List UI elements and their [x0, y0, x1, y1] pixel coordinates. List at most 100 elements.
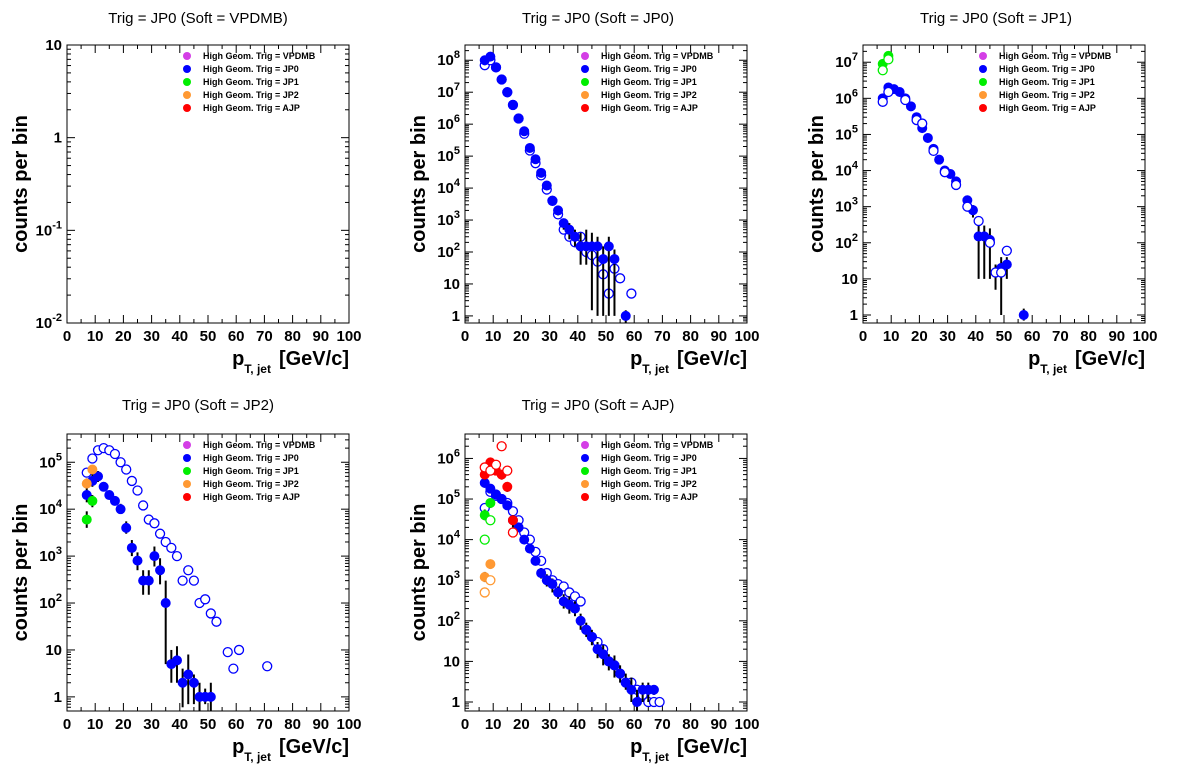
y-tick-label: 1: [452, 308, 460, 325]
data-point-open-AJP: [507, 527, 519, 538]
y-tick-exponent: 4: [454, 177, 461, 189]
data-layer: [479, 441, 665, 711]
data-point-JP0: [171, 655, 182, 666]
legend-entry: High Geom. Trig = VPDMB: [601, 51, 714, 61]
data-point-JP0: [149, 551, 160, 562]
data-point-open-JP0: [137, 500, 149, 511]
x-tick-label: 20: [115, 328, 132, 345]
data-point-JP0: [609, 254, 620, 265]
data-point-JP0: [592, 241, 603, 252]
x-axis-label-unit: [GeV/c]: [677, 736, 747, 758]
chart-title: Trig = JP0 (Soft = AJP): [522, 397, 675, 414]
data-point-JP0: [541, 180, 552, 191]
legend-marker: [581, 65, 589, 73]
data-point-open-JP0: [626, 288, 637, 299]
data-point-open-JP1: [485, 515, 496, 526]
data-point-JP0: [553, 587, 564, 598]
data-point-open-AJP: [502, 465, 513, 476]
legend-marker: [979, 65, 987, 73]
data-point-open-AJP: [490, 459, 502, 470]
data-point-JP0: [609, 660, 620, 671]
data-point-AJP: [507, 515, 518, 526]
x-tick-label: 90: [1108, 328, 1125, 345]
y-tick-exponent: 8: [454, 49, 460, 61]
legend-marker: [581, 104, 589, 112]
data-layer: [479, 51, 637, 323]
data-point-JP1: [87, 495, 98, 506]
data-point-open-JP0: [121, 464, 132, 475]
y-tick-exponent: -2: [52, 312, 62, 324]
data-point-JP0: [519, 126, 530, 137]
x-tick-label: 60: [1024, 328, 1041, 345]
y-tick-exponent: 2: [454, 241, 460, 253]
x-tick-label: 30: [939, 328, 956, 345]
data-point-open-JP0: [614, 273, 626, 284]
y-tick-exponent: 3: [852, 196, 858, 208]
legend-marker: [183, 493, 191, 501]
y-tick-label: 102: [437, 241, 460, 261]
data-point-open-JP0: [262, 661, 273, 672]
data-point-open-JP0: [233, 644, 245, 656]
x-axis-label: pT, jet [GeV/c]: [1028, 348, 1145, 376]
y-tick-label: 1: [452, 694, 460, 711]
legend-entry: High Geom. Trig = AJP: [601, 103, 698, 113]
y-tick-mantissa: 10: [835, 90, 852, 107]
data-point-open-JP0: [171, 550, 183, 562]
data-point-open-JP1: [877, 65, 888, 76]
x-tick-label: 40: [569, 716, 586, 733]
y-tick-mantissa: 10: [36, 222, 53, 239]
legend-entry: High Geom. Trig = JP0: [203, 453, 299, 463]
y-tick-mantissa: 10: [36, 315, 53, 332]
data-point-JP0: [934, 154, 945, 165]
data-point-open-JP0: [877, 96, 888, 107]
data-point-open-JP0: [205, 608, 216, 619]
x-tick-label: 90: [312, 716, 329, 733]
y-tick-label: 10: [443, 276, 460, 293]
data-point-JP0: [496, 74, 507, 85]
data-point-JP0: [93, 471, 104, 482]
data-point-open-JP0: [973, 215, 984, 227]
data-point-JP0: [143, 575, 154, 586]
x-tick-label: 10: [883, 328, 900, 345]
y-tick-mantissa: 10: [437, 148, 454, 165]
y-tick-label: 103: [39, 545, 62, 565]
data-point-JP0: [547, 195, 558, 206]
legend-entry: High Geom. Trig = JP1: [601, 466, 697, 476]
data-point-JP0: [620, 310, 631, 321]
y-tick-exponent: 5: [852, 123, 858, 135]
legend-marker: [183, 454, 191, 462]
data-point-JP0: [98, 481, 109, 492]
data-point-open-JP0: [222, 646, 233, 658]
y-tick-exponent: -1: [52, 219, 62, 231]
legend-marker: [183, 104, 191, 112]
y-tick-mantissa: 10: [437, 84, 454, 101]
x-axis-label-main: p: [630, 736, 642, 758]
y-tick-mantissa: 10: [39, 454, 56, 471]
y-tick-exponent: 2: [454, 610, 460, 622]
y-tick-mantissa: 10: [437, 491, 454, 508]
x-axis-label-subscript: T, jet: [244, 362, 271, 376]
legend-marker: [581, 480, 589, 488]
y-tick-label: 105: [437, 145, 460, 165]
data-point-open-JP2: [485, 575, 496, 586]
x-tick-label: 100: [734, 716, 759, 733]
y-axis-label: counts per bin: [806, 115, 828, 253]
x-tick-label: 70: [256, 328, 273, 345]
legend-entry: High Geom. Trig = JP2: [203, 479, 299, 489]
legend-entry: High Geom. Trig = JP2: [601, 479, 697, 489]
plot-frame: [66, 44, 350, 324]
data-point-JP0: [126, 542, 137, 553]
data-point-open-JP0: [211, 616, 222, 627]
legend-entry: High Geom. Trig = AJP: [999, 103, 1096, 113]
x-tick-label: 90: [710, 328, 727, 345]
x-tick-label: 90: [710, 716, 727, 733]
data-point-open-JP0: [166, 542, 177, 553]
y-tick-mantissa: 10: [437, 116, 454, 133]
x-tick-label: 20: [911, 328, 928, 345]
data-point-JP0: [502, 500, 513, 511]
legend-marker: [581, 441, 589, 449]
data-point-open-JP0: [654, 696, 665, 708]
data-point-JP2: [485, 559, 496, 570]
x-tick-label: 0: [859, 328, 867, 345]
data-point-open-JP0: [917, 118, 928, 129]
